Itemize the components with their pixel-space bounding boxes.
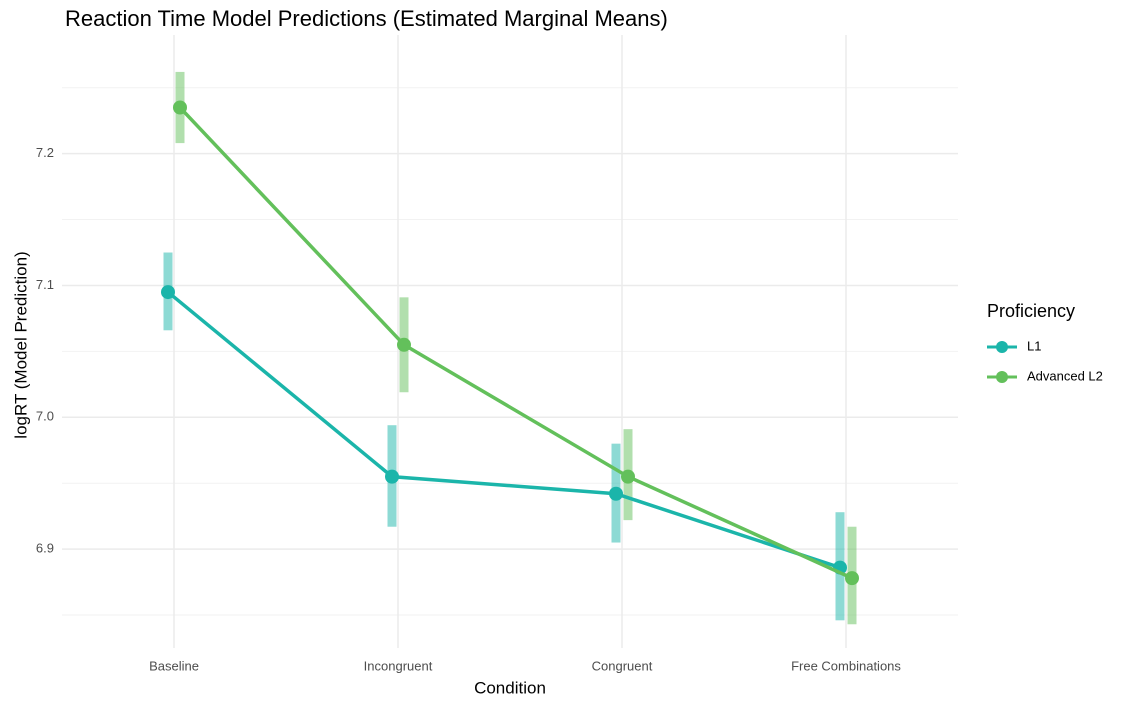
legend-label: Advanced L2 xyxy=(1027,368,1103,383)
y-axis-title: logRT (Model Prediction) xyxy=(11,251,30,438)
x-tick-label: Incongruent xyxy=(364,658,433,673)
x-tick-label: Free Combinations xyxy=(791,658,901,673)
legend-key-point xyxy=(996,371,1008,383)
y-tick-label: 7.0 xyxy=(36,409,54,424)
legend-label: L1 xyxy=(1027,338,1041,353)
point xyxy=(609,486,623,501)
chart-title: Reaction Time Model Predictions (Estimat… xyxy=(65,6,668,31)
series-line xyxy=(178,106,853,580)
x-tick-label: Baseline xyxy=(149,658,199,673)
grid xyxy=(62,35,958,648)
point xyxy=(845,571,859,586)
legend-key-point xyxy=(996,341,1008,353)
y-tick-label: 7.2 xyxy=(36,145,54,160)
y-tick-label: 6.9 xyxy=(36,541,54,556)
point xyxy=(621,469,635,484)
x-tick-label: Congruent xyxy=(592,658,653,673)
legend-title: Proficiency xyxy=(987,301,1075,321)
point xyxy=(161,285,175,300)
y-tick-label: 7.1 xyxy=(36,277,54,292)
point xyxy=(173,100,187,115)
point xyxy=(385,469,399,484)
series-line xyxy=(166,290,841,570)
x-axis-title: Condition xyxy=(474,678,546,697)
point xyxy=(397,337,411,352)
